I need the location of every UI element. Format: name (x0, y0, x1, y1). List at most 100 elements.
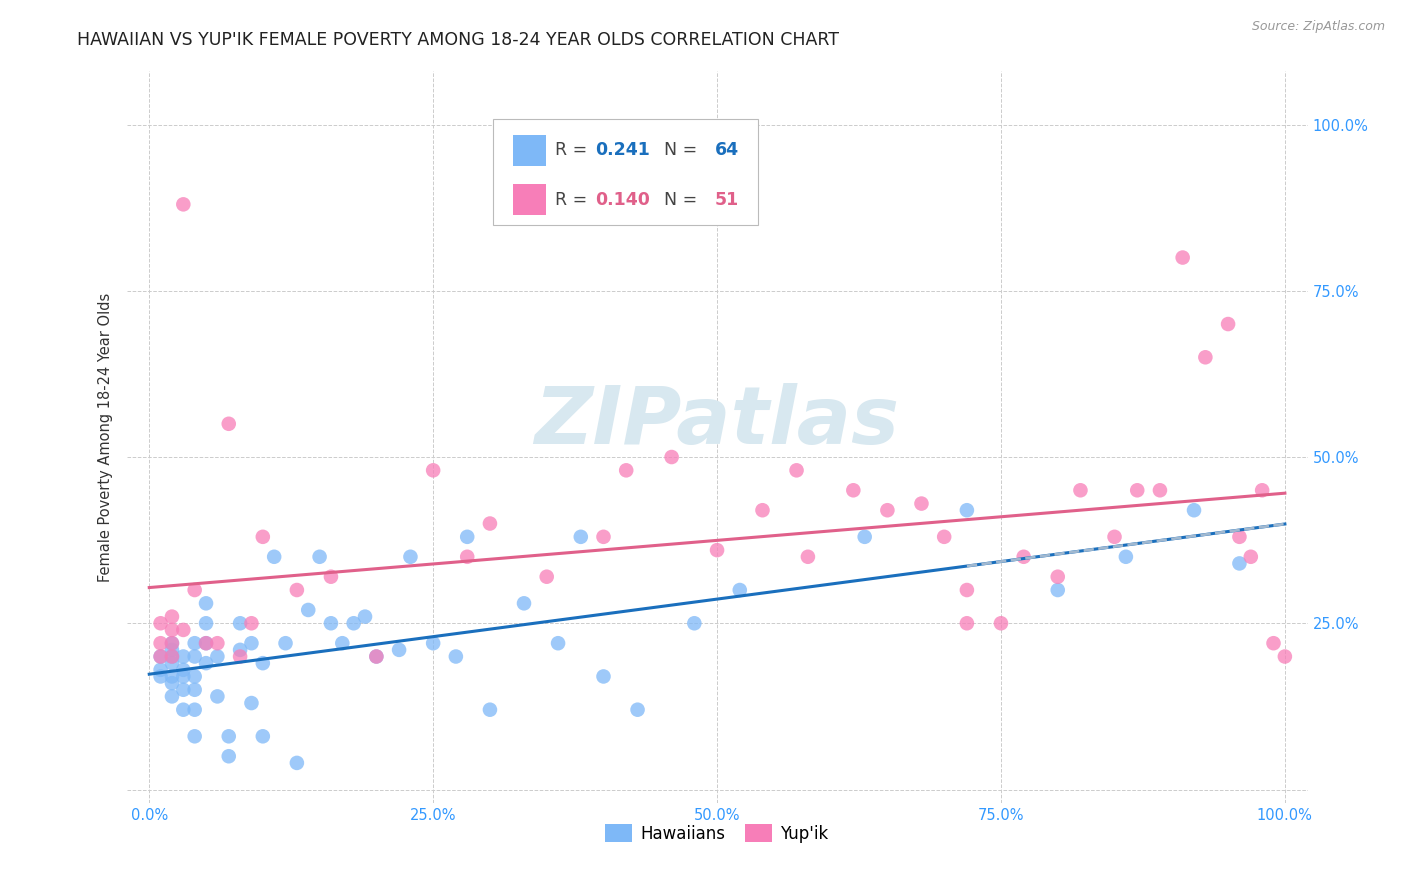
Point (218, 749, 240, 764)
Text: 0.241: 0.241 (595, 141, 651, 159)
Point (797, 549, 820, 564)
Point (172, 623, 194, 637)
Point (1149, 483, 1171, 498)
Bar (513, 135, 546, 166)
Point (207, 636, 229, 650)
Point (366, 649, 388, 664)
Point (422, 463, 444, 477)
Bar (513, 185, 546, 215)
Point (956, 503, 979, 517)
Point (1229, 530, 1251, 544)
Point (478, 516, 501, 531)
Point (195, 636, 218, 650)
Point (172, 197, 194, 211)
Point (786, 463, 808, 477)
Point (160, 656, 183, 670)
Point (751, 503, 773, 517)
Point (1251, 483, 1274, 498)
Point (183, 669, 205, 683)
Point (218, 417, 240, 431)
Point (183, 703, 205, 717)
Point (536, 570, 558, 584)
Point (149, 669, 172, 683)
Point (297, 603, 319, 617)
Point (308, 549, 330, 564)
Point (569, 530, 592, 544)
Point (195, 596, 218, 610)
Point (172, 663, 194, 677)
Point (626, 703, 648, 717)
Point (195, 616, 218, 631)
Text: R =: R = (555, 191, 593, 209)
Point (319, 616, 342, 631)
Point (366, 649, 388, 664)
Point (910, 497, 932, 511)
Point (614, 463, 637, 477)
Point (218, 729, 240, 743)
Point (330, 636, 353, 650)
Text: N =: N = (654, 191, 703, 209)
Point (1240, 549, 1263, 564)
Point (513, 596, 536, 610)
Point (343, 616, 366, 631)
Point (1115, 549, 1137, 564)
Point (172, 682, 194, 697)
Point (160, 676, 183, 690)
Point (149, 663, 172, 677)
Point (172, 703, 194, 717)
Point (842, 483, 865, 498)
Point (240, 616, 263, 631)
Point (207, 690, 229, 704)
Point (1263, 636, 1285, 650)
Text: 51: 51 (714, 191, 740, 209)
Point (229, 616, 252, 631)
Point (547, 636, 569, 650)
Point (706, 543, 728, 558)
Point (956, 616, 979, 631)
Point (160, 669, 183, 683)
Point (1274, 649, 1296, 664)
Text: N =: N = (654, 141, 703, 159)
Point (1046, 582, 1069, 597)
Legend: Hawaiians, Yup'ik: Hawaiians, Yup'ik (599, 817, 835, 849)
Point (149, 649, 172, 664)
Point (1126, 483, 1149, 498)
Y-axis label: Female Poverty Among 18-24 Year Olds: Female Poverty Among 18-24 Year Olds (97, 293, 112, 582)
Point (160, 649, 183, 664)
Text: HAWAIIAN VS YUP'IK FEMALE POVERTY AMONG 18-24 YEAR OLDS CORRELATION CHART: HAWAIIAN VS YUP'IK FEMALE POVERTY AMONG … (77, 31, 839, 49)
Point (456, 549, 478, 564)
Point (478, 703, 501, 717)
Point (956, 582, 979, 597)
Point (388, 643, 411, 657)
Point (444, 649, 467, 664)
Point (229, 649, 252, 664)
Point (183, 636, 205, 650)
Point (422, 636, 444, 650)
Point (195, 656, 218, 670)
Point (229, 643, 252, 657)
Point (853, 530, 876, 544)
Point (399, 549, 422, 564)
Point (149, 616, 172, 631)
Point (1046, 570, 1069, 584)
Point (285, 582, 308, 597)
Point (172, 649, 194, 664)
Point (207, 649, 229, 664)
Text: ZIPatlas: ZIPatlas (534, 384, 900, 461)
FancyBboxPatch shape (492, 119, 758, 225)
Point (319, 570, 342, 584)
Point (160, 649, 183, 664)
Point (160, 636, 183, 650)
Point (683, 616, 706, 631)
Point (934, 530, 956, 544)
Point (1104, 530, 1126, 544)
Point (252, 530, 274, 544)
Point (1171, 251, 1194, 265)
Point (195, 636, 218, 650)
Point (263, 549, 285, 564)
Point (274, 636, 297, 650)
Point (876, 503, 898, 517)
Point (661, 450, 683, 464)
Point (160, 623, 183, 637)
Point (183, 582, 205, 597)
